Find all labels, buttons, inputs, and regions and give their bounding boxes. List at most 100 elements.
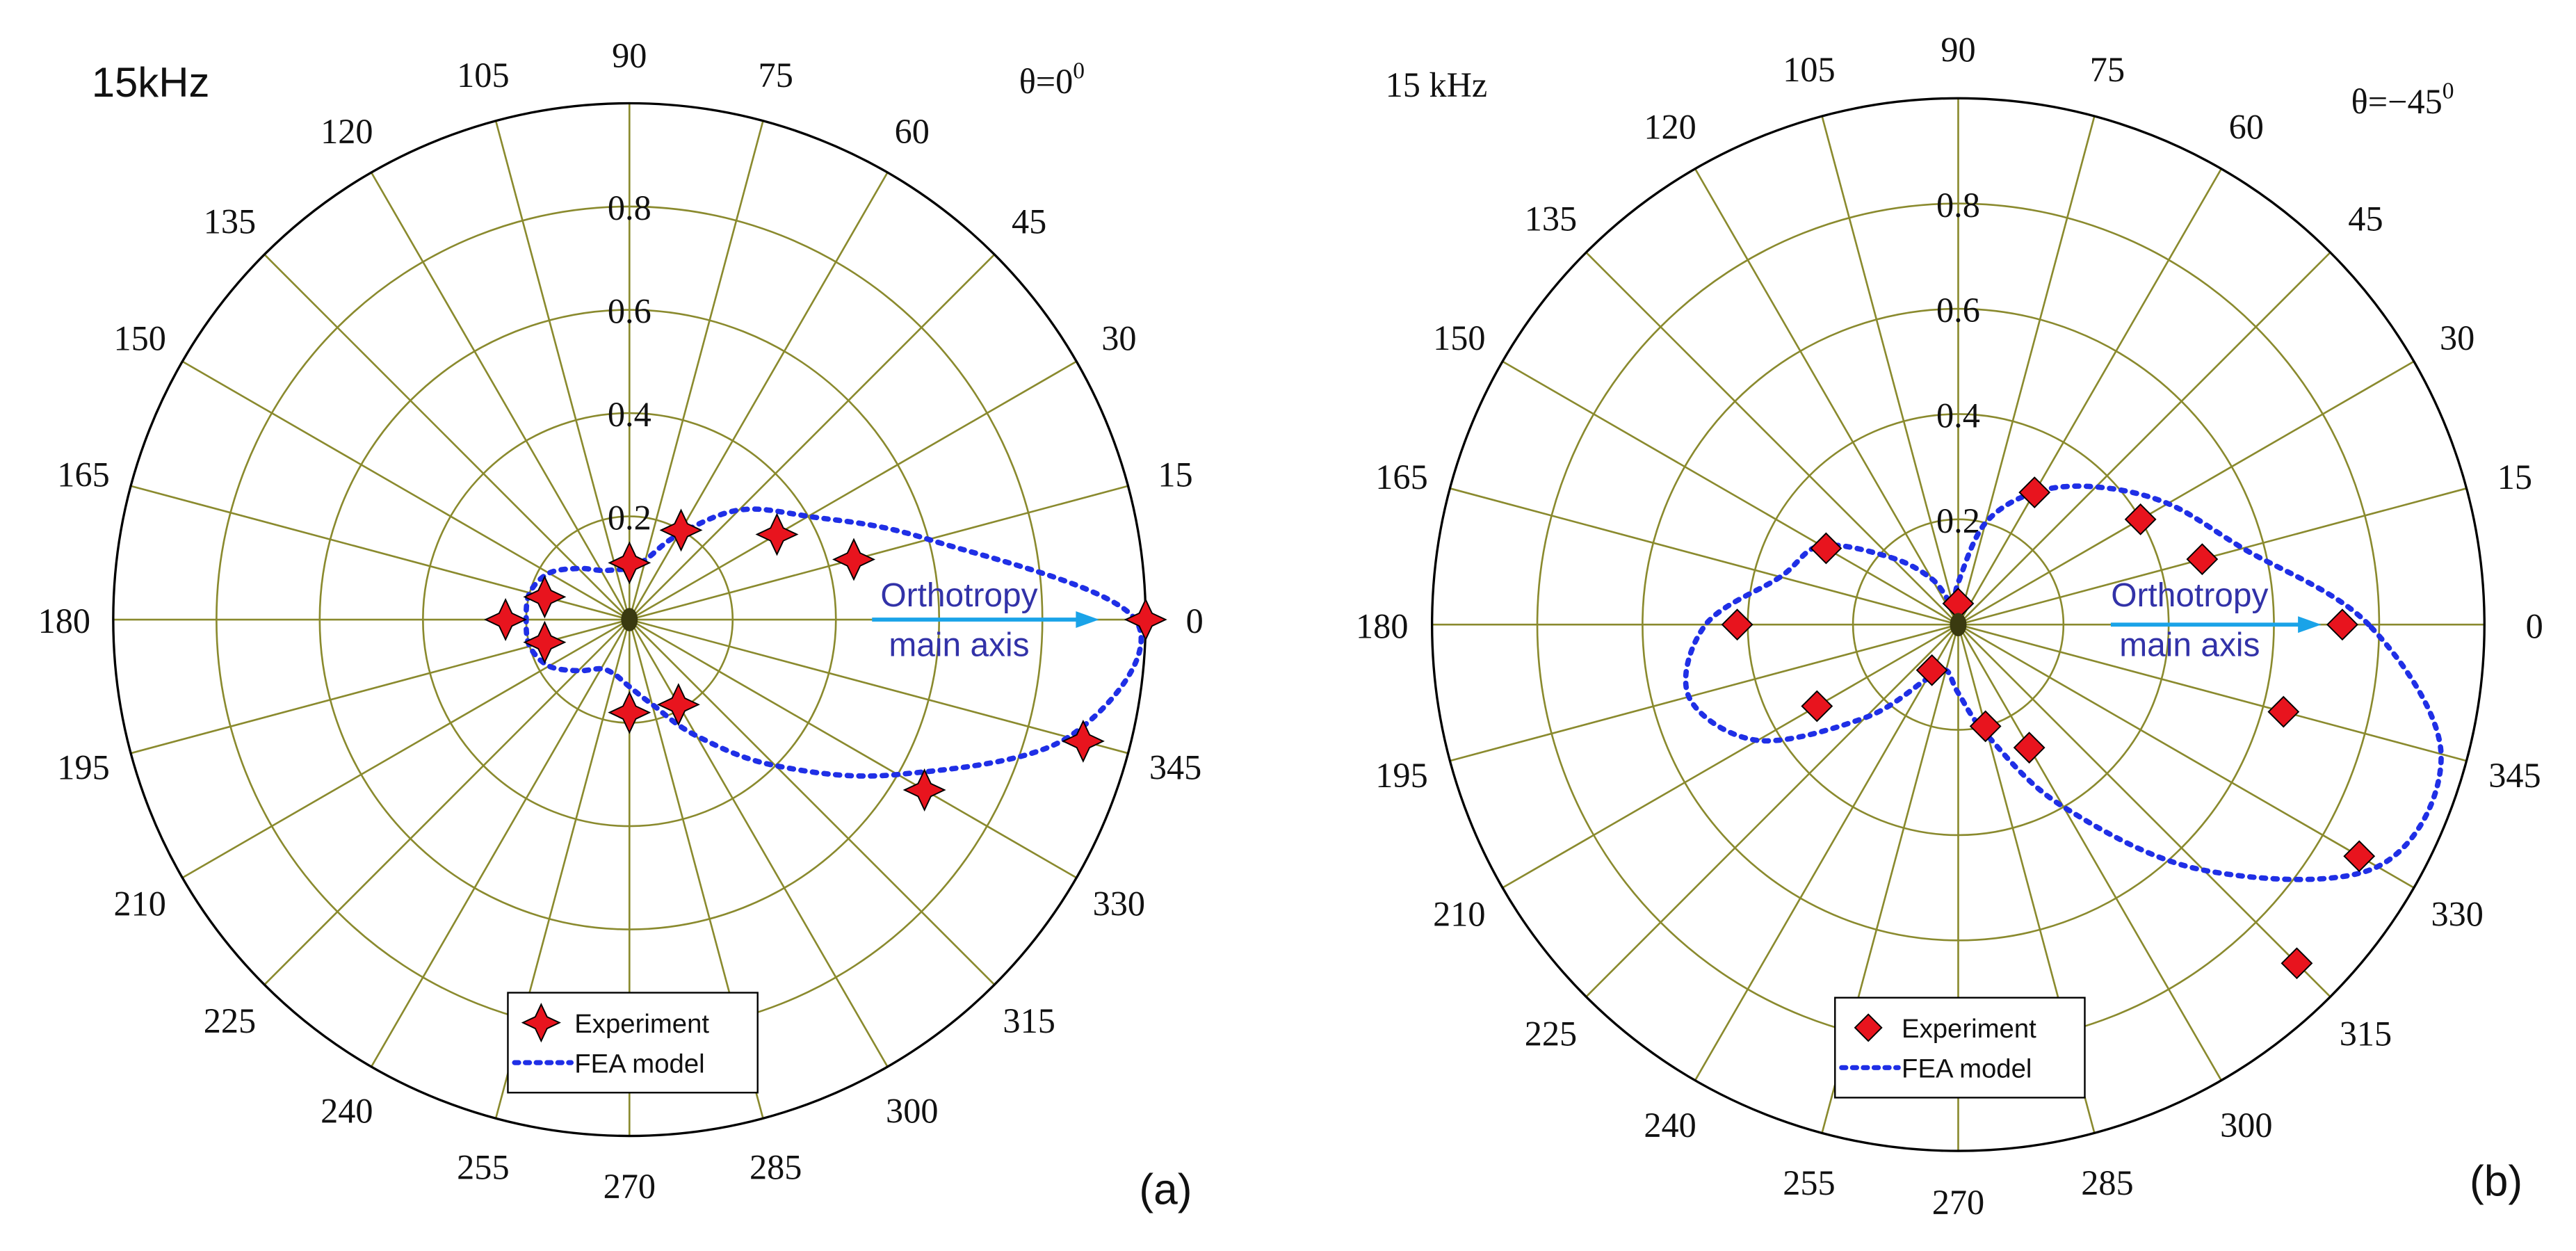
radial-tick-label: 0.2 bbox=[1936, 501, 1980, 540]
angle-tick-label: 120 bbox=[321, 112, 373, 151]
grid-spoke bbox=[1957, 624, 2331, 998]
experiment-point bbox=[2343, 840, 2376, 873]
grid-spoke bbox=[1585, 252, 1959, 626]
angle-tick-label: 255 bbox=[1783, 1163, 1835, 1202]
grid-spoke bbox=[629, 619, 996, 985]
experiment-point bbox=[608, 541, 651, 585]
angle-tick-label: 180 bbox=[1356, 606, 1408, 645]
legend-fea-label: FEA model bbox=[574, 1049, 704, 1079]
orthotropy-label: Orthotropy bbox=[2111, 577, 2268, 614]
angle-tick-label: 240 bbox=[321, 1091, 373, 1130]
angle-tick-label: 315 bbox=[1003, 1001, 1055, 1040]
grid-spoke bbox=[1821, 115, 1959, 625]
legend-experiment-marker bbox=[521, 1003, 561, 1043]
panel-b: 0.2 0.4 0.6 0.8 0 15 30 45 60 75 90 105 120 135 150 165… bbox=[1356, 31, 2543, 1222]
panel-label: (b) bbox=[2470, 1158, 2522, 1206]
polar-frame bbox=[1430, 97, 2486, 1152]
experiment-point bbox=[659, 508, 703, 552]
angle-tick-label: 300 bbox=[2220, 1106, 2272, 1145]
angle-tick-label: 90 bbox=[1941, 31, 1975, 70]
angle-tick-label: 45 bbox=[2348, 199, 2383, 238]
grid-spoke bbox=[1585, 624, 1959, 998]
angle-tick-label: 15 bbox=[2497, 458, 2532, 497]
angle-tick-label: 270 bbox=[1932, 1183, 1984, 1222]
angle-tick-label: 315 bbox=[2340, 1014, 2392, 1053]
radial-tick-label: 0.4 bbox=[608, 395, 651, 434]
grid-spoke bbox=[629, 485, 1128, 621]
orientation-label: θ=00 bbox=[1019, 58, 1085, 102]
experiment-point bbox=[1801, 690, 1833, 723]
angle-tick-label: 105 bbox=[1783, 50, 1835, 89]
pole-center bbox=[1950, 613, 1967, 636]
angle-tick-label: 75 bbox=[2090, 50, 2125, 89]
experiment-point bbox=[2267, 695, 2300, 728]
angle-tick-label: 240 bbox=[1644, 1106, 1696, 1145]
grid-spoke bbox=[1450, 623, 1959, 762]
grid-spoke bbox=[629, 120, 764, 620]
angle-tick-label: 195 bbox=[1375, 756, 1427, 795]
angle-tick-label: 210 bbox=[1433, 895, 1485, 934]
angle-tick-label: 300 bbox=[886, 1091, 938, 1130]
angle-tick-label: 120 bbox=[1644, 108, 1696, 147]
grid-spoke bbox=[1957, 624, 2223, 1081]
angle-tick-label: 165 bbox=[57, 455, 109, 494]
orthotropy-label: main axis bbox=[2119, 627, 2260, 664]
grid-spoke bbox=[1957, 168, 2223, 625]
angle-tick-label: 150 bbox=[1433, 318, 1485, 357]
grid-spoke bbox=[370, 172, 631, 620]
angle-tick-label: 30 bbox=[1101, 319, 1136, 358]
grid-spoke bbox=[264, 619, 631, 985]
grid-spoke bbox=[629, 172, 889, 620]
experiment-point bbox=[656, 683, 700, 727]
angle-tick-label: 165 bbox=[1375, 458, 1427, 497]
experiment-point bbox=[2018, 476, 2051, 509]
angle-tick-label: 60 bbox=[2229, 108, 2264, 147]
angle-tick-label: 15 bbox=[1158, 455, 1192, 494]
legend-experiment-label: Experiment bbox=[1902, 1014, 2036, 1044]
experiment-point bbox=[2326, 608, 2358, 641]
angle-tick-label: 135 bbox=[1525, 199, 1577, 238]
orientation-label-main: θ=−45 bbox=[2351, 82, 2443, 121]
experiment-point bbox=[832, 538, 875, 581]
grid-spoke bbox=[629, 254, 996, 620]
experiment-point bbox=[523, 620, 567, 664]
experiment-point bbox=[1061, 719, 1105, 763]
experiment-point bbox=[2186, 543, 2219, 576]
angle-tick-label: 225 bbox=[1525, 1014, 1577, 1053]
angle-tick-label: 270 bbox=[604, 1167, 656, 1206]
grid-spoke bbox=[181, 360, 630, 621]
experiment-point bbox=[1969, 710, 2002, 743]
radial-tick-label: 0.6 bbox=[1936, 291, 1980, 330]
angle-tick-label: 330 bbox=[1093, 885, 1145, 923]
angle-tick-label: 255 bbox=[457, 1148, 509, 1187]
angle-tick-label: 285 bbox=[750, 1148, 802, 1187]
pole-center bbox=[621, 608, 638, 631]
angle-tick-label: 135 bbox=[204, 202, 256, 241]
legend-experiment-marker bbox=[1854, 1013, 1883, 1042]
angle-tick-label: 0 bbox=[2526, 606, 2543, 645]
panel-label: (a) bbox=[1139, 1166, 1192, 1214]
legend-box bbox=[1834, 996, 2086, 1099]
grid-spoke bbox=[1958, 623, 2467, 762]
experiment-point bbox=[484, 598, 528, 642]
fea-model-curve bbox=[1683, 483, 2444, 882]
experiment-point bbox=[523, 575, 567, 619]
experiment-point bbox=[1124, 598, 1167, 642]
angle-tick-label: 210 bbox=[114, 885, 166, 923]
orientation-label-exponent: 0 bbox=[1073, 58, 1085, 84]
angle-tick-label: 150 bbox=[114, 319, 166, 358]
experiment-point bbox=[2124, 503, 2157, 535]
radial-tick-label: 0.4 bbox=[1936, 396, 1980, 435]
angle-tick-label: 45 bbox=[1012, 202, 1046, 241]
fea-model-curve bbox=[523, 506, 1144, 779]
radial-tick-label: 0.2 bbox=[608, 499, 651, 538]
grid-spoke bbox=[370, 619, 631, 1067]
orthotropy-label: main axis bbox=[889, 627, 1029, 664]
grid-spoke bbox=[1957, 360, 2415, 626]
frequency-label: 15kHz bbox=[92, 59, 210, 106]
angle-tick-label: 0 bbox=[1186, 602, 1204, 640]
radial-tick-label: 0.8 bbox=[1936, 186, 1980, 225]
experiment-point bbox=[755, 512, 799, 556]
angle-tick-label: 75 bbox=[759, 56, 793, 95]
